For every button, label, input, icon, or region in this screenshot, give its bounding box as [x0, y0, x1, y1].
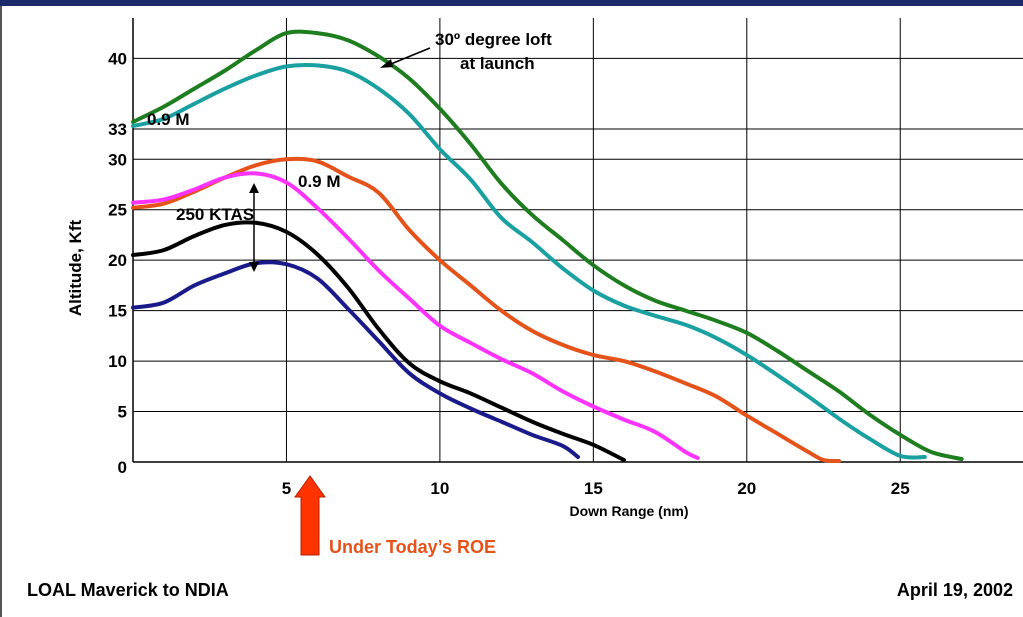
- x-tick-label: 25: [891, 479, 910, 498]
- annotation-mach-lower: 0.9 M: [298, 172, 341, 191]
- roe-arrow-icon: [294, 475, 326, 556]
- series-line-orange: [131, 156, 841, 463]
- y-tick-label: 40: [108, 49, 127, 68]
- y-tick-label: 33: [108, 120, 127, 139]
- footer-date: April 19, 2002: [896, 580, 1013, 600]
- x-tick-label: 15: [584, 479, 603, 498]
- x-tick-label: 5: [282, 479, 291, 498]
- x-tick-label: 10: [430, 479, 449, 498]
- y-tick-label: 30: [108, 150, 127, 169]
- y-tick-label: 5: [118, 403, 127, 422]
- y-axis-label: Altitude, Kft: [66, 220, 85, 317]
- series-line-navy: [131, 260, 580, 459]
- y-tick-label: 10: [108, 352, 127, 371]
- chart-grid: [133, 18, 1023, 462]
- annotation-loft-line1: 30º degree loft: [435, 30, 552, 49]
- annotation-ktas: 250 KTAS: [176, 205, 254, 224]
- loft-pointer-arrowhead: [380, 59, 393, 68]
- window-border: [0, 6, 2, 617]
- annotation-roe: Under Today’s ROE: [329, 537, 496, 557]
- annotation-mach-upper: 0.9 M: [147, 110, 190, 129]
- chart-axes: [132, 18, 1023, 463]
- series-line-magenta: [131, 171, 700, 460]
- loft-pointer-line: [385, 47, 431, 67]
- chart-series: [131, 29, 964, 463]
- x-tick-label: 20: [737, 479, 756, 498]
- series-line-green: [131, 29, 964, 461]
- chart-ticks: 5 10 15 20 25 0 5 10 15 20 25 30 33 40: [108, 49, 910, 498]
- y-tick-label: 25: [108, 201, 127, 220]
- series-line-teal: [131, 62, 927, 460]
- ktas-arrow-up-head: [249, 183, 259, 193]
- footer-title: LOAL Maverick to NDIA: [27, 580, 229, 600]
- series-line-black: [131, 220, 626, 462]
- altitude-chart: 5 10 15 20 25 0 5 10 15 20 25 30 33 40 30º degree lof…: [66, 18, 1023, 557]
- y-tick-label: 0: [118, 458, 127, 477]
- ktas-arrow-down-head: [249, 262, 259, 272]
- header-bar: [0, 0, 1023, 6]
- chart-annotations: 30º degree loft at launch 0.9 M 0.9 M 250 KT…: [147, 30, 552, 557]
- y-tick-label: 20: [108, 251, 127, 270]
- annotation-loft-line2: at launch: [460, 54, 535, 73]
- x-axis-label: Down Range (nm): [570, 503, 689, 519]
- y-tick-label: 15: [108, 302, 127, 321]
